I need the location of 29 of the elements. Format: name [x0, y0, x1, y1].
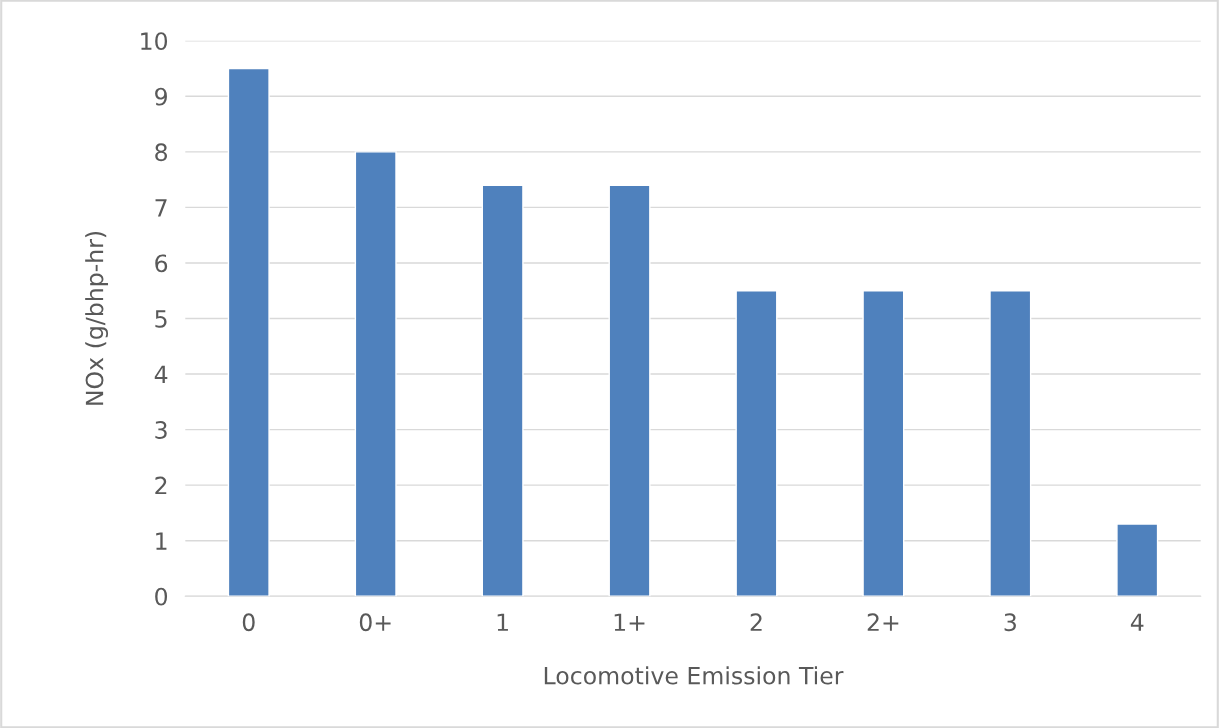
y-tick-label: 6	[155, 254, 168, 273]
bar	[608, 184, 651, 597]
bar	[227, 67, 270, 597]
y-tick-label: 0	[155, 587, 168, 606]
bar	[989, 290, 1032, 597]
x-tick-label: 0	[242, 613, 255, 632]
y-axis-title: NOx (g/bhp-hr)	[85, 231, 109, 405]
bar	[862, 290, 905, 597]
x-axis-title: Locomotive Emission Tier	[544, 666, 844, 685]
bar	[481, 184, 524, 597]
x-tick-label: 2+	[867, 613, 899, 631]
x-tick-label: 0+	[359, 613, 391, 632]
bar	[1116, 523, 1159, 597]
x-tick-label: 3	[1004, 613, 1016, 632]
y-tick-label: 2	[155, 476, 167, 495]
y-tick-label: 1	[156, 532, 167, 550]
x-tick-label: 1+	[614, 613, 645, 631]
y-tick-label: 4	[154, 365, 168, 384]
y-tick-label: 9	[155, 87, 167, 106]
y-tick-label: 7	[155, 199, 167, 217]
y-tick-label: 3	[155, 421, 167, 439]
bar	[735, 290, 778, 597]
y-tick-label: 8	[155, 143, 168, 162]
bar	[354, 151, 397, 597]
y-tick-label: 10	[141, 32, 168, 51]
x-tick-label: 1	[497, 613, 508, 631]
x-tick-label: 4	[1130, 613, 1144, 631]
y-tick-label: 5	[155, 310, 167, 328]
x-tick-label: 2	[750, 613, 762, 631]
